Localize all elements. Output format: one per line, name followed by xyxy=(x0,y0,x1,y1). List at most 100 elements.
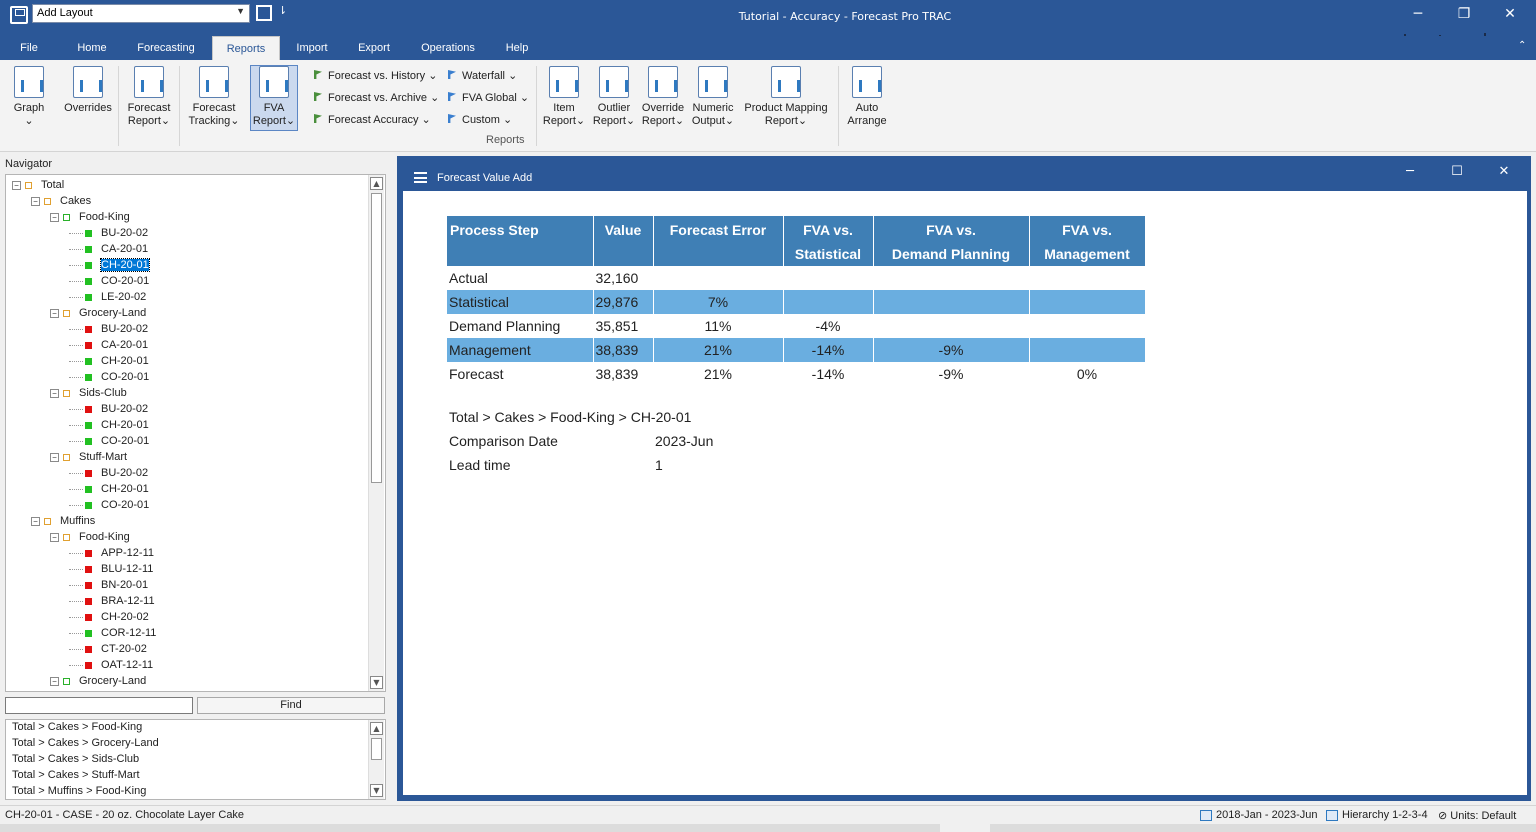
doc-maximize-button[interactable]: ☐ xyxy=(1451,164,1463,179)
result-item[interactable]: Total > Cakes > Grocery-Land xyxy=(12,737,159,749)
tree-node-item[interactable]: OAT-12-11 xyxy=(69,657,153,673)
tab-home[interactable]: Home xyxy=(77,42,107,54)
fva-report-button[interactable]: FVA Report⌄ xyxy=(250,65,298,131)
scroll-down-icon[interactable]: ▼ xyxy=(370,784,383,797)
product-mapping-report-button[interactable]: Product Mapping Report⌄ xyxy=(740,66,832,128)
minimize-button[interactable]: ─ xyxy=(1413,6,1423,22)
tree-node-item[interactable]: BU-20-02 xyxy=(69,465,148,481)
tab-operations[interactable]: Operations xyxy=(421,42,475,54)
forecast-vs-archive-button[interactable]: Forecast vs. Archive ⌄ xyxy=(314,91,439,104)
tree-node-item[interactable]: CT-20-02 xyxy=(69,641,147,657)
status-hierarchy[interactable]: Hierarchy 1-2-3-4 xyxy=(1326,809,1428,821)
tree-node-folder[interactable]: − Stuff-Mart xyxy=(50,449,127,465)
tree-node-folder[interactable]: − Muffins xyxy=(31,513,95,529)
forecast-accuracy-button[interactable]: Forecast Accuracy ⌄ xyxy=(314,113,431,126)
status-units[interactable]: ⊘ Units: Default xyxy=(1438,810,1517,822)
tree-node-item[interactable]: CA-20-01 xyxy=(69,241,148,257)
windows-icon[interactable] xyxy=(256,5,272,21)
chevron-down-icon[interactable]: ▼ xyxy=(236,6,245,16)
forecast-tracking-button[interactable]: Forecast Tracking⌄ xyxy=(184,66,244,128)
graph-button[interactable]: Graph ⌄ xyxy=(6,66,52,128)
override-report-button[interactable]: Override Report⌄ xyxy=(639,66,687,128)
collapse-icon[interactable]: − xyxy=(31,516,40,526)
collapse-icon[interactable]: − xyxy=(50,532,59,542)
tab-reports[interactable]: Reports xyxy=(212,36,280,60)
collapse-icon[interactable]: − xyxy=(31,196,40,206)
outlier-report-button[interactable]: Outlier Report⌄ xyxy=(590,66,638,128)
forecast-report-button[interactable]: Forecast Report⌄ xyxy=(122,66,176,128)
result-item[interactable]: Total > Cakes > Food-King xyxy=(12,721,143,733)
result-item[interactable]: Total > Muffins > Food-King xyxy=(12,785,147,797)
find-button[interactable]: Find xyxy=(197,697,385,714)
scroll-up-icon[interactable]: ▲ xyxy=(370,177,383,190)
auto-arrange-button[interactable]: Auto Arrange xyxy=(843,66,891,128)
tree-node-item[interactable]: LE-20-02 xyxy=(69,289,146,305)
collapse-icon[interactable]: − xyxy=(50,388,59,398)
tab-import[interactable]: Import xyxy=(296,42,328,54)
ribbon-collapse-icon[interactable]: ⌃ xyxy=(1518,40,1527,51)
tree-node-item[interactable]: CA-20-01 xyxy=(69,337,148,353)
tree-node-item[interactable]: CO-20-01 xyxy=(69,433,149,449)
doc-minimize-button[interactable]: ─ xyxy=(1406,164,1414,179)
qat-customize-icon[interactable]: ⇂ xyxy=(278,4,288,17)
collapse-icon[interactable]: − xyxy=(12,180,21,190)
scroll-thumb[interactable] xyxy=(371,193,382,483)
numeric-output-button[interactable]: Numeric Output⌄ xyxy=(688,66,738,128)
tree-node-item[interactable]: CO-20-01 xyxy=(69,369,149,385)
save-icon[interactable] xyxy=(10,6,28,24)
tree-node-item[interactable]: CO-20-01 xyxy=(69,273,149,289)
tree-node-item[interactable]: BU-20-02 xyxy=(69,321,148,337)
horizontal-scrollbar[interactable] xyxy=(0,824,940,832)
tree-node-folder[interactable]: − Food-King xyxy=(50,529,130,545)
tree-node-item[interactable]: BU-20-02 xyxy=(69,401,148,417)
overrides-button[interactable]: Overrides xyxy=(60,66,116,115)
tree-node-item[interactable]: CH-20-01 xyxy=(69,257,150,273)
tab-help[interactable]: Help xyxy=(505,42,529,54)
tab-file[interactable]: File xyxy=(20,42,38,54)
find-input[interactable] xyxy=(5,697,193,714)
tree-node-item[interactable]: APP-12-11 xyxy=(69,545,154,561)
navigator-tree[interactable]: − Total − Cakes − Food-King BU-20-02 CA-20-01 CH… xyxy=(5,174,386,692)
tree-scrollbar[interactable]: ▲ ▼ xyxy=(368,175,384,691)
tree-node-folder[interactable]: − Total xyxy=(12,177,64,193)
tree-node-folder[interactable]: − Cakes xyxy=(31,193,91,209)
collapse-icon[interactable]: − xyxy=(50,212,59,222)
result-item[interactable]: Total > Cakes > Sids-Club xyxy=(12,753,140,765)
tree-node-item[interactable]: CH-20-02 xyxy=(69,609,149,625)
layout-combo[interactable]: Add Layout ▼ xyxy=(32,4,250,23)
collapse-icon[interactable]: − xyxy=(50,676,59,686)
tree-node-item[interactable]: COR-12-11 xyxy=(69,625,156,641)
tree-node-folder[interactable]: − Grocery-Land xyxy=(50,673,146,689)
scroll-down-icon[interactable]: ▼ xyxy=(370,676,383,689)
tree-node-item[interactable]: BRA-12-11 xyxy=(69,593,155,609)
collapse-icon[interactable]: − xyxy=(50,452,59,462)
tree-node-item[interactable]: BU-20-02 xyxy=(69,225,148,241)
fva-global-button[interactable]: FVA Global ⌄ xyxy=(448,91,529,104)
tree-node-folder[interactable]: − Grocery-Land xyxy=(50,305,146,321)
tree-node-item[interactable]: CO-20-01 xyxy=(69,497,149,513)
hamburger-menu-icon[interactable] xyxy=(414,172,427,183)
tree-node-item[interactable]: CH-20-01 xyxy=(69,417,149,433)
close-button[interactable]: ✕ xyxy=(1504,6,1516,22)
horizontal-scrollbar[interactable] xyxy=(990,824,1536,832)
tab-export[interactable]: Export xyxy=(358,42,390,54)
tree-node-item[interactable]: CH-20-01 xyxy=(69,353,149,369)
result-item[interactable]: Total > Cakes > Stuff-Mart xyxy=(12,769,140,781)
waterfall-button[interactable]: Waterfall ⌄ xyxy=(448,69,517,82)
tree-node-folder[interactable]: − Sids-Club xyxy=(50,385,127,401)
item-report-button[interactable]: Item Report⌄ xyxy=(540,66,588,128)
tree-node-item[interactable]: CH-20-01 xyxy=(69,481,149,497)
scroll-up-icon[interactable]: ▲ xyxy=(370,722,383,735)
restore-button[interactable]: ❐ xyxy=(1457,6,1471,22)
forecast-vs-history-button[interactable]: Forecast vs. History ⌄ xyxy=(314,69,437,82)
tree-node-item[interactable]: BN-20-01 xyxy=(69,577,148,593)
scroll-thumb[interactable] xyxy=(371,738,382,760)
tree-node-item[interactable]: BLU-12-11 xyxy=(69,561,153,577)
tab-forecasting[interactable]: Forecasting xyxy=(137,42,195,54)
custom-button[interactable]: Custom ⌄ xyxy=(448,113,512,126)
find-results-list[interactable]: Total > Cakes > Food-King Total > Cakes >… xyxy=(5,719,386,800)
doc-close-button[interactable]: ✕ xyxy=(1498,164,1510,179)
collapse-icon[interactable]: − xyxy=(50,308,59,318)
tree-node-folder[interactable]: − Food-King xyxy=(50,209,130,225)
status-date-range[interactable]: 2018-Jan - 2023-Jun xyxy=(1200,809,1318,821)
